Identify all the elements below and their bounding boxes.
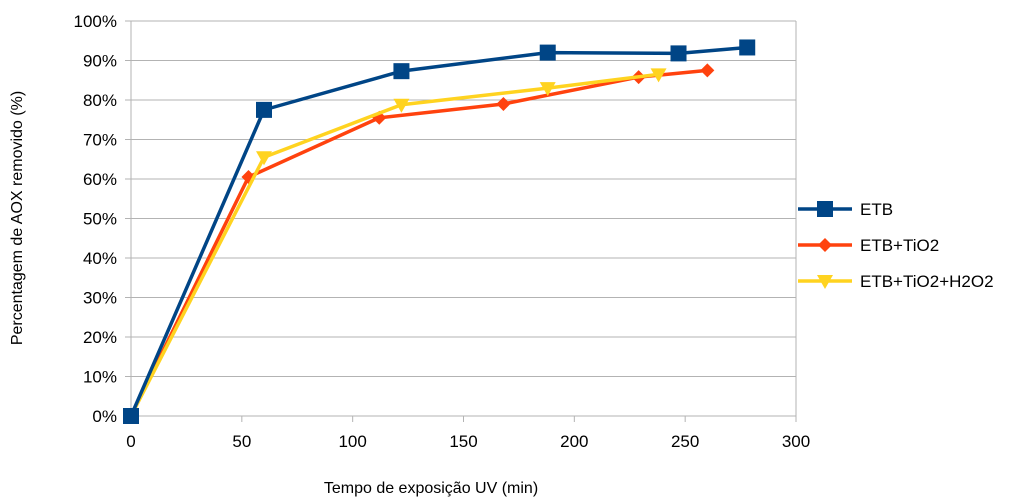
data-point-diamond	[496, 96, 511, 111]
y-tick-label: 70%	[83, 131, 117, 150]
x-axis-title: Tempo de exposição UV (min)	[324, 480, 538, 497]
x-tick-label: 250	[671, 432, 699, 451]
series-line	[129, 45, 748, 417]
x-tick-label: 100	[338, 432, 366, 451]
x-tick-label: 300	[782, 432, 810, 451]
y-tick-label: 10%	[83, 368, 117, 387]
x-tick-label: 150	[449, 432, 477, 451]
data-point-triangle	[650, 68, 667, 83]
y-tick-label: 0%	[92, 407, 117, 426]
data-point-square	[739, 39, 756, 56]
data-point-diamond	[700, 63, 715, 78]
data-point-square	[670, 45, 687, 62]
axes: 0% 10% 20% 30% 40% 50% 60% 70% 80% 90% 100% 0 50 100 1…	[74, 12, 811, 451]
y-tick-label: 100%	[74, 12, 117, 31]
y-tick-label: 30%	[83, 289, 117, 308]
data-point-triangle	[817, 275, 833, 289]
data-point-triangle	[539, 82, 556, 97]
x-tick-label: 0	[126, 432, 135, 451]
legend-entry: ETB	[798, 200, 893, 219]
y-tick-label: 60%	[83, 170, 117, 189]
y-tick-label: 50%	[83, 210, 117, 229]
data-point-square	[123, 408, 139, 424]
legend: ETB ETB+TiO2 ETB+TiO2+H2O2	[798, 200, 994, 291]
legend-entry: ETB+TiO2+H2O2	[798, 272, 994, 291]
series-line	[129, 72, 659, 417]
legend-entry: ETB+TiO2	[798, 236, 939, 255]
y-tick-label: 20%	[83, 328, 117, 347]
legend-label: ETB+TiO2	[860, 236, 939, 255]
series-etb-tio2	[124, 63, 715, 423]
y-axis-title: Percentagem de AOX removido (%)	[9, 91, 26, 345]
y-tick-label: 40%	[83, 249, 117, 268]
y-tick-label: 90%	[83, 52, 117, 71]
x-tick-label: 50	[232, 432, 251, 451]
data-point-triangle	[256, 151, 272, 166]
data-point-square	[393, 63, 410, 80]
y-tick-label: 80%	[83, 91, 117, 110]
data-point-square	[539, 44, 556, 61]
x-tick-label: 200	[560, 432, 588, 451]
data-point-square	[256, 101, 272, 118]
series-line	[129, 68, 708, 417]
series-etb	[123, 39, 756, 424]
grid-lines	[125, 20, 797, 417]
series-group	[123, 39, 756, 424]
data-point-square	[817, 201, 833, 217]
legend-label: ETB+TiO2+H2O2	[860, 272, 994, 291]
data-point-diamond	[818, 238, 832, 252]
data-point-triangle	[393, 98, 410, 113]
legend-label: ETB	[860, 200, 893, 219]
